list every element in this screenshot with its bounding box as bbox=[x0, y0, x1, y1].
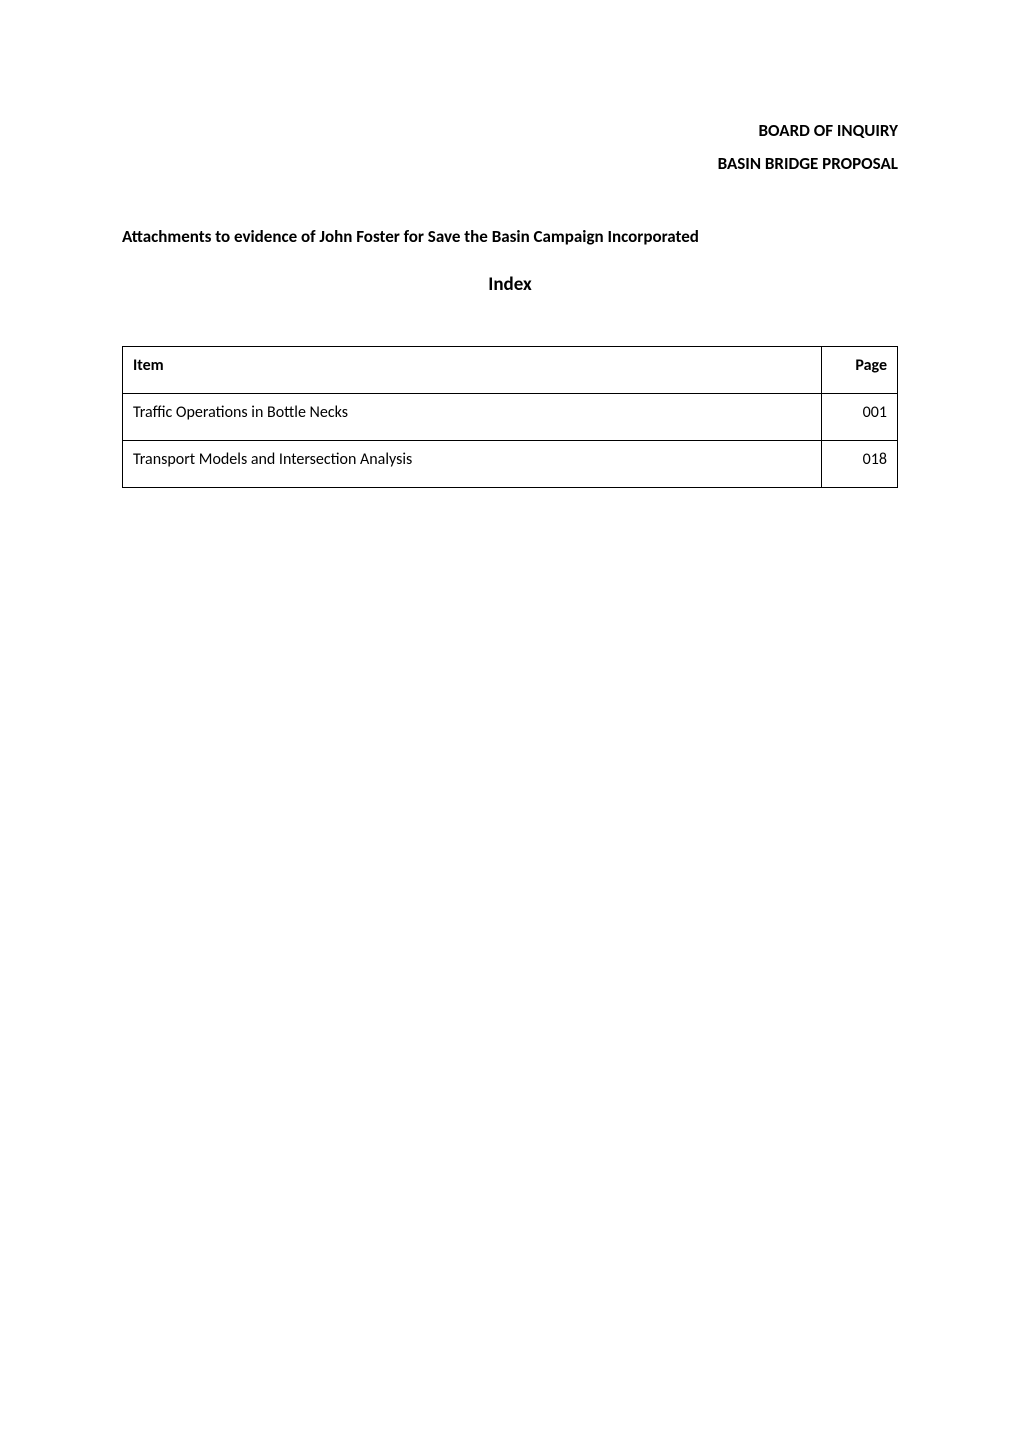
index-heading: Index bbox=[122, 273, 898, 296]
cell-item: Traffic Operations in Bottle Necks bbox=[123, 394, 822, 441]
table-header-row: Item Page bbox=[123, 347, 898, 394]
header-block: BOARD OF INQUIRY BASIN BRIDGE PROPOSAL bbox=[122, 120, 898, 174]
document-title: Attachments to evidence of John Foster f… bbox=[122, 226, 898, 247]
table-row: Traffic Operations in Bottle Necks 001 bbox=[123, 394, 898, 441]
col-header-item: Item bbox=[123, 347, 822, 394]
col-header-page: Page bbox=[822, 347, 898, 394]
cell-page: 001 bbox=[822, 394, 898, 441]
document-page: BOARD OF INQUIRY BASIN BRIDGE PROPOSAL A… bbox=[0, 0, 1020, 1442]
table-row: Transport Models and Intersection Analys… bbox=[123, 441, 898, 488]
index-table: Item Page Traffic Operations in Bottle N… bbox=[122, 346, 898, 488]
header-line-board: BOARD OF INQUIRY bbox=[122, 120, 898, 141]
cell-page: 018 bbox=[822, 441, 898, 488]
header-line-proposal: BASIN BRIDGE PROPOSAL bbox=[122, 153, 898, 174]
cell-item: Transport Models and Intersection Analys… bbox=[123, 441, 822, 488]
